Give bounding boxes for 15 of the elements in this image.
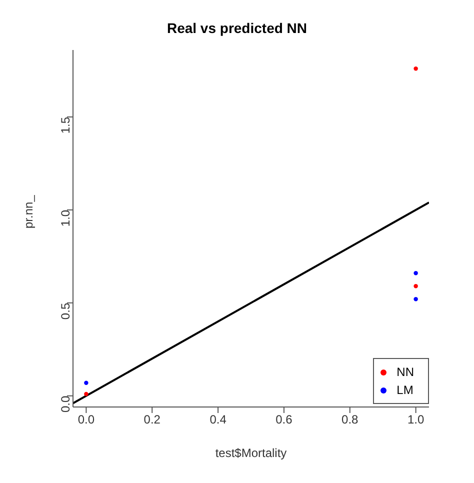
x-tick-label: 0.8 xyxy=(342,412,359,427)
y-tick-label: 1.0 xyxy=(58,210,72,227)
x-axis-title: test$Mortality xyxy=(215,446,287,460)
y-axis-title: pr.nn_ xyxy=(21,194,36,228)
y-tick-label: 0.0 xyxy=(58,396,72,413)
y-tick-label: 0.5 xyxy=(58,302,72,320)
x-tick-label: 0.6 xyxy=(276,412,293,427)
x-tick-label: 0.2 xyxy=(144,412,161,427)
x-tick-label: 0.0 xyxy=(78,412,95,427)
x-tick-label: 1.0 xyxy=(407,412,424,427)
y-tick-label: 1.5 xyxy=(58,116,72,134)
legend-label: LM xyxy=(396,382,414,399)
x-tick-label: 0.4 xyxy=(210,412,227,427)
legend-label: NN xyxy=(396,364,414,381)
chart-title: Real vs predicted NN xyxy=(166,20,308,38)
